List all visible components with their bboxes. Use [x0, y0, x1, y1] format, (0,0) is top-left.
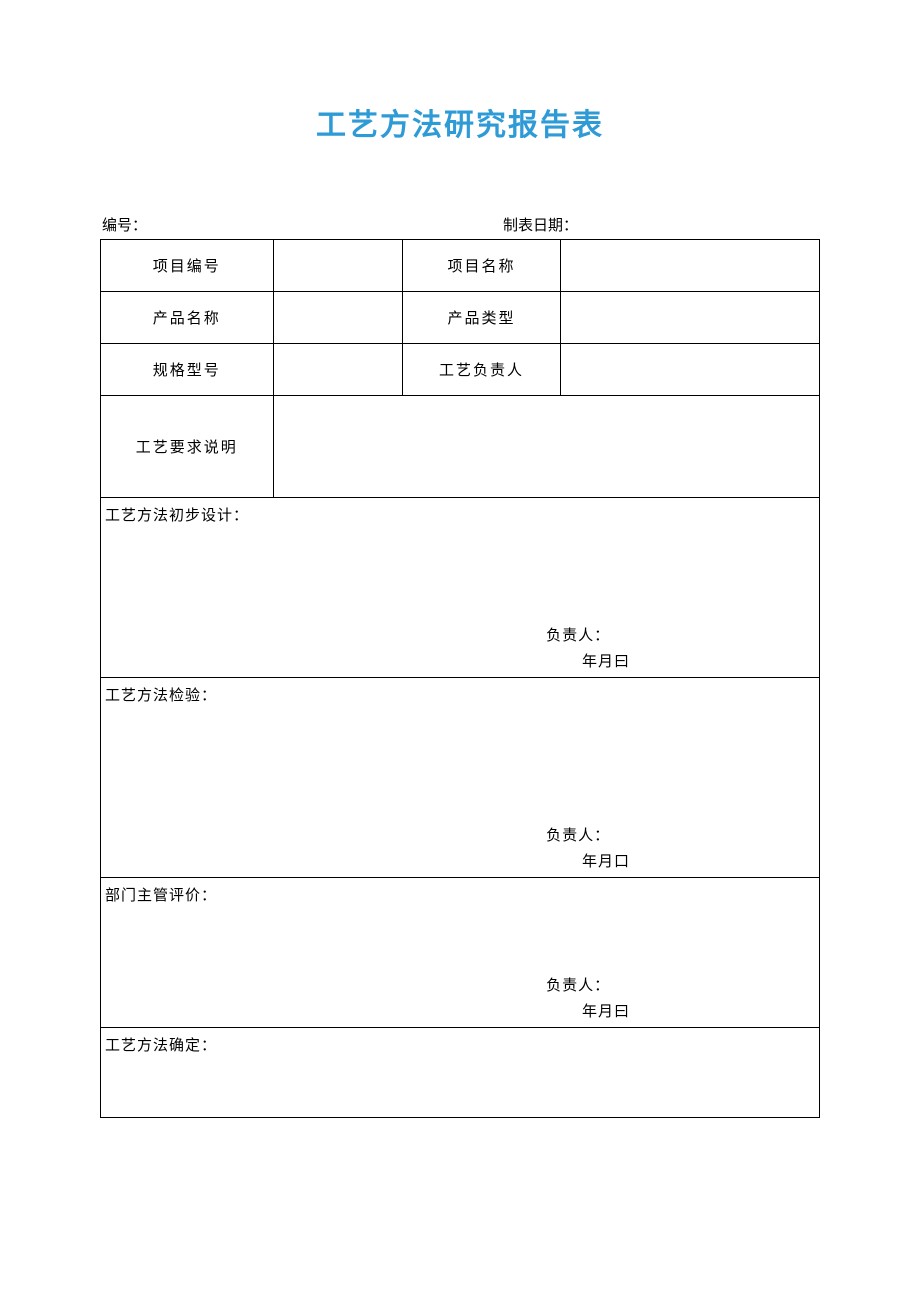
label-requirements: 工艺要求说明	[101, 396, 274, 498]
table-row: 工艺方法初步设计： 负责人： 年月曰	[101, 498, 820, 678]
table-row: 项目编号 项目名称	[101, 240, 820, 292]
table-row: 规格型号 工艺负责人	[101, 344, 820, 396]
section-inspection: 工艺方法检验： 负责人： 年月口	[101, 678, 820, 878]
number-label: 编号：	[102, 214, 503, 235]
table-row: 工艺要求说明	[101, 396, 820, 498]
signer-label: 负责人：	[546, 824, 610, 845]
table-row: 产品名称 产品类型	[101, 292, 820, 344]
label-spec-model: 规格型号	[101, 344, 274, 396]
date-label: 制表日期：	[503, 214, 818, 235]
label-project-name: 项目名称	[402, 240, 560, 292]
header-row: 编号： 制表日期：	[100, 214, 820, 235]
value-product-name	[273, 292, 402, 344]
label-project-number: 项目编号	[101, 240, 274, 292]
section-label: 工艺方法确定：	[105, 1034, 217, 1055]
section-label: 部门主管评价：	[105, 884, 217, 905]
value-project-number	[273, 240, 402, 292]
signer-label: 负责人：	[546, 624, 610, 645]
date-line: 年月曰	[582, 1000, 630, 1021]
value-project-name	[561, 240, 820, 292]
date-line: 年月口	[582, 850, 630, 871]
section-label: 工艺方法检验：	[105, 684, 217, 705]
section-supervisor-eval: 部门主管评价： 负责人： 年月曰	[101, 878, 820, 1028]
section-confirmation: 工艺方法确定：	[101, 1028, 820, 1118]
value-product-type	[561, 292, 820, 344]
value-process-lead	[561, 344, 820, 396]
signer-label: 负责人：	[546, 974, 610, 995]
table-row: 工艺方法检验： 负责人： 年月口	[101, 678, 820, 878]
table-row: 部门主管评价： 负责人： 年月曰	[101, 878, 820, 1028]
section-preliminary-design: 工艺方法初步设计： 负责人： 年月曰	[101, 498, 820, 678]
value-spec-model	[273, 344, 402, 396]
value-requirements	[273, 396, 819, 498]
label-product-type: 产品类型	[402, 292, 560, 344]
date-line: 年月曰	[582, 650, 630, 671]
document-title: 工艺方法研究报告表	[100, 100, 820, 144]
section-label: 工艺方法初步设计：	[105, 504, 249, 525]
table-row: 工艺方法确定：	[101, 1028, 820, 1118]
label-process-lead: 工艺负责人	[402, 344, 560, 396]
label-product-name: 产品名称	[101, 292, 274, 344]
form-table: 项目编号 项目名称 产品名称 产品类型 规格型号 工艺负责人 工艺要求说明 工艺…	[100, 239, 820, 1118]
